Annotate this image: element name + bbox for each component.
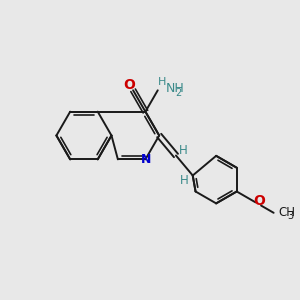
Text: 2: 2 — [176, 88, 182, 98]
Text: NH: NH — [166, 82, 184, 95]
Text: H: H — [158, 76, 166, 87]
Text: O: O — [123, 78, 135, 92]
Text: 3: 3 — [287, 211, 293, 221]
Text: O: O — [254, 194, 265, 208]
Text: CH: CH — [278, 206, 295, 219]
Text: N: N — [141, 153, 151, 167]
Text: H: H — [180, 174, 189, 187]
Text: H: H — [179, 144, 188, 157]
